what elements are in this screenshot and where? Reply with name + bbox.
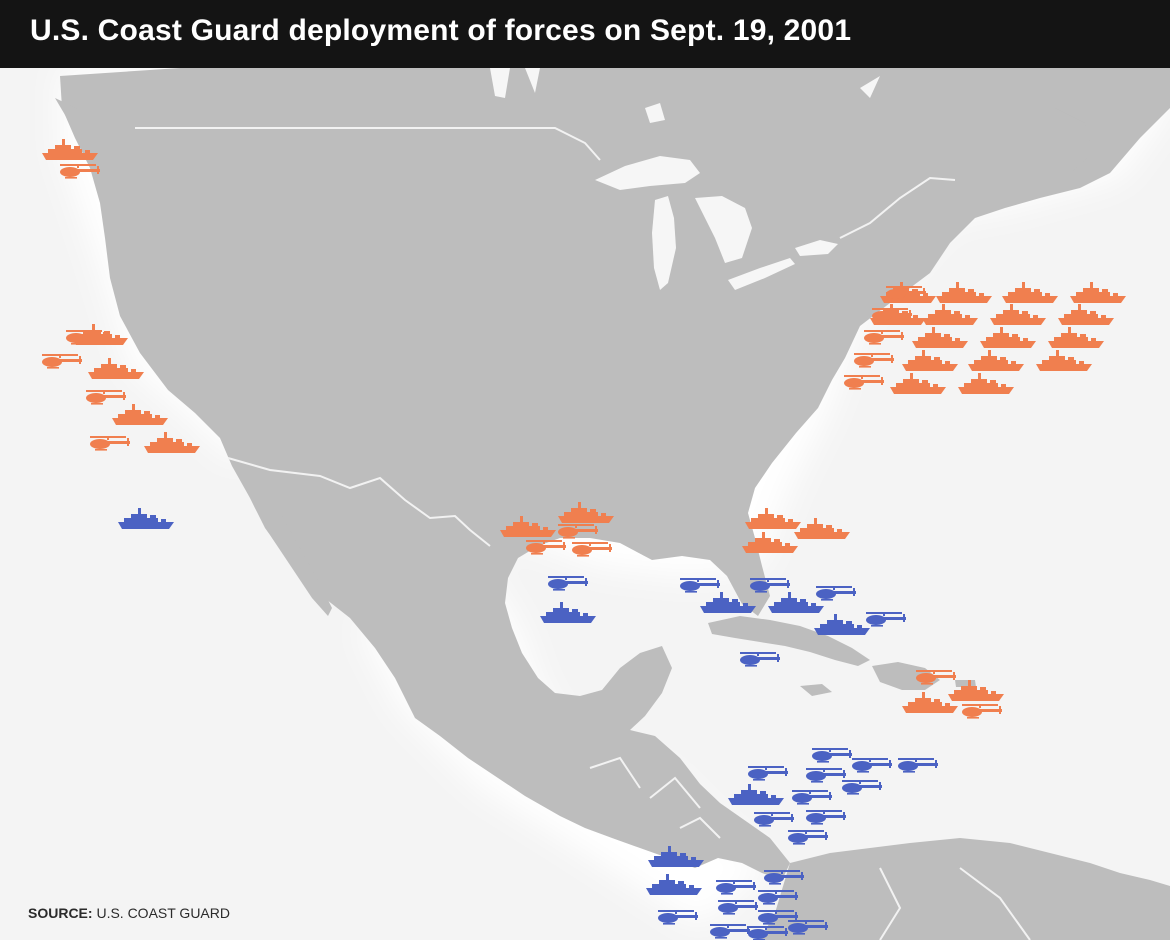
title-bar: U.S. Coast Guard deployment of forces on… — [0, 0, 1170, 68]
source-label: SOURCE: — [28, 905, 93, 921]
deployment-map — [0, 68, 1170, 940]
lake-ontario — [795, 240, 838, 256]
cuba — [708, 616, 870, 666]
jamaica — [800, 684, 832, 696]
land — [55, 68, 1170, 940]
lake-michigan — [652, 196, 676, 290]
central-america-borders — [589, 756, 1031, 940]
lake-erie — [728, 258, 795, 290]
newfoundland — [1015, 108, 1092, 176]
borders — [135, 127, 1031, 940]
us-mexico-border — [227, 457, 491, 547]
south-america-landmass — [760, 838, 1170, 940]
arctic-water — [490, 68, 880, 123]
north-america-landmass — [60, 68, 1170, 880]
great-lakes — [595, 156, 838, 290]
us-canada-border-east — [839, 176, 956, 239]
vancouver-island — [55, 98, 95, 134]
baja-california — [240, 463, 332, 616]
puerto-rico — [955, 680, 976, 687]
source-text: U.S. COAST GUARD — [96, 905, 230, 921]
us-canada-border — [135, 127, 601, 161]
lake-huron — [695, 196, 752, 263]
page-title: U.S. Coast Guard deployment of forces on… — [30, 14, 852, 47]
source-note: SOURCE: U.S. COAST GUARD — [28, 905, 230, 921]
lake-superior — [595, 156, 700, 190]
